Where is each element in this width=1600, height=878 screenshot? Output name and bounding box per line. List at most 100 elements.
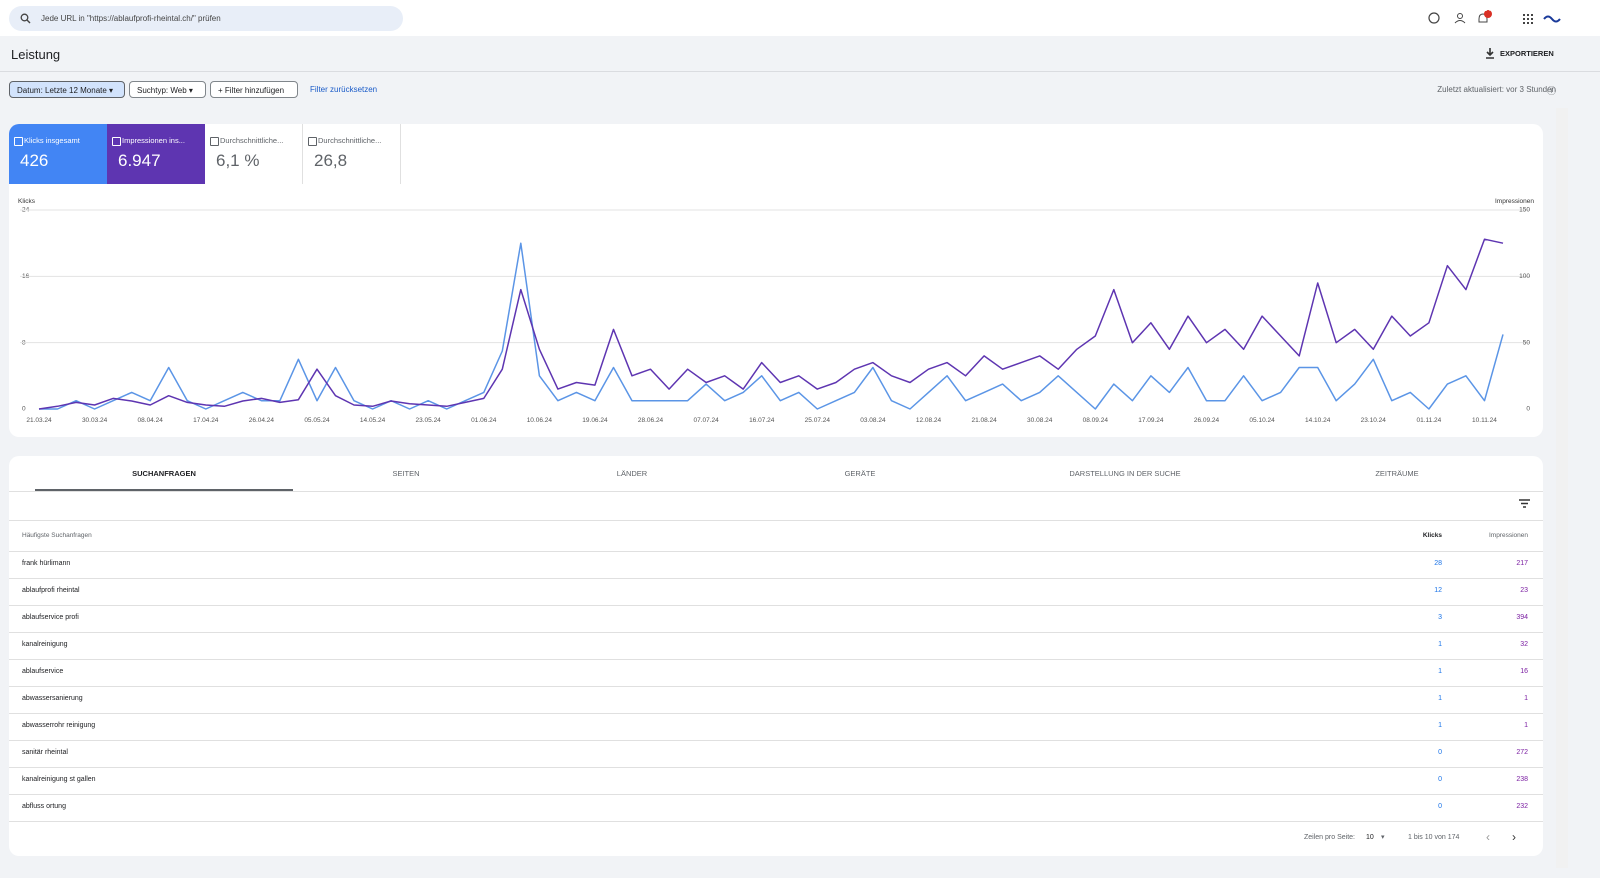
x-tick-label: 12.08.24	[916, 417, 942, 424]
page-range: 1 bis 10 von 174	[1408, 834, 1460, 841]
x-tick-label: 10.06.24	[527, 417, 553, 424]
scorecard-label: Durchschnittliche...	[318, 136, 382, 145]
x-tick-label: 28.06.24	[638, 417, 664, 424]
x-tick-label: 14.10.24	[1305, 417, 1331, 424]
search-placeholder: Jede URL in "https://ablaufprofi-rheinta…	[41, 14, 221, 23]
row-divider	[9, 794, 1543, 795]
prev-page[interactable]: ‹	[1486, 830, 1490, 844]
query[interactable]: kanalreinigung	[22, 641, 68, 648]
x-tick-label: 08.04.24	[138, 417, 164, 424]
scorecard-value: 26,8	[314, 151, 348, 170]
scrollbar	[1556, 108, 1568, 868]
tab[interactable]: ZEITRÄUME	[1375, 469, 1419, 478]
next-page[interactable]: ›	[1512, 830, 1516, 844]
impressions: 238	[1516, 776, 1528, 783]
x-tick-label: 25.07.24	[805, 417, 831, 424]
impressions: 272	[1516, 749, 1528, 756]
x-tick-label: 30.03.24	[82, 417, 108, 424]
y2-axis-title: Impressionen	[1495, 198, 1534, 205]
query[interactable]: abfluss ortung	[22, 803, 66, 810]
add-filter-label: Filter hinzufügen	[224, 86, 285, 95]
row-divider	[9, 740, 1543, 741]
row-divider	[9, 821, 1543, 822]
reset-filter[interactable]: Filter zurücksetzen	[310, 85, 378, 94]
y2-tick-label: 100	[1519, 273, 1530, 280]
rows-per-page[interactable]: 10	[1366, 834, 1374, 841]
dropdown-arrow: ▾	[1381, 834, 1385, 841]
search-icon	[20, 13, 31, 24]
column-header[interactable]: Klicks	[1422, 532, 1442, 539]
clicks: 0	[1438, 803, 1442, 810]
impressions: 217	[1516, 560, 1528, 567]
impressions: 1	[1524, 722, 1528, 729]
impressions: 23	[1520, 587, 1528, 594]
search-type-filter[interactable]: Suchtyp: Web ▾	[129, 81, 206, 98]
divider	[9, 520, 1543, 521]
x-tick-label: 21.08.24	[971, 417, 997, 424]
scorecard[interactable]: Klicks insgesamt 426	[9, 124, 107, 184]
query[interactable]: kanalreinigung st gallen	[22, 776, 96, 783]
y-axis-title: Klicks	[18, 198, 36, 205]
row-divider	[9, 767, 1543, 768]
query[interactable]: abwassersanierung	[22, 695, 83, 702]
top-icons	[1428, 10, 1561, 24]
tab[interactable]: SUCHANFRAGEN	[132, 469, 196, 478]
query[interactable]: ablaufprofi rheintal	[22, 587, 80, 594]
add-filter[interactable]: + Filter hinzufügen	[210, 81, 298, 98]
x-tick-label: 01.11.24	[1416, 417, 1441, 424]
performance-chart: 081624050100150KlicksImpressionen21.03.2…	[18, 198, 1534, 424]
clicks: 3	[1438, 614, 1442, 621]
query[interactable]: ablaufservice	[22, 668, 64, 675]
impressions: 232	[1516, 803, 1528, 810]
tab[interactable]: DARSTELLUNG IN DER SUCHE	[1069, 469, 1181, 478]
page-title: Leistung	[11, 47, 61, 62]
row-divider	[9, 713, 1543, 714]
tab[interactable]: LÄNDER	[616, 469, 648, 478]
x-tick-label: 05.10.24	[1249, 417, 1275, 424]
x-tick-label: 05.05.24	[304, 417, 330, 424]
row-divider	[9, 632, 1543, 633]
divider	[9, 491, 1543, 492]
row-divider	[9, 578, 1543, 579]
y2-tick-label: 0	[1526, 406, 1530, 413]
x-tick-label: 14.05.24	[360, 417, 386, 424]
tab[interactable]: SEITEN	[392, 469, 420, 478]
export-button[interactable]: EXPORTIEREN	[1500, 49, 1554, 58]
scorecard[interactable]: Impressionen ins... 6.947	[107, 124, 205, 184]
column-header[interactable]: Impressionen	[1488, 532, 1528, 539]
tab[interactable]: GERÄTE	[844, 469, 876, 478]
clicks: 0	[1438, 776, 1442, 783]
y2-tick-label: 50	[1523, 339, 1531, 346]
clicks: 28	[1434, 560, 1442, 567]
impressions: 1	[1524, 695, 1528, 702]
x-tick-label: 17.04.24	[193, 417, 219, 424]
notification-count: 24	[1484, 7, 1491, 13]
x-tick-label: 19.06.24	[582, 417, 608, 424]
tab-indicator	[35, 489, 293, 491]
help-icon[interactable]: ⓘ	[1547, 86, 1557, 96]
query[interactable]: sanitär rheintal	[22, 749, 68, 756]
scorecard[interactable]: Durchschnittliche... 6,1 %	[205, 124, 303, 184]
rows-per-page-label: Zeilen pro Seite:	[1304, 834, 1355, 841]
search-box[interactable]: Jede URL in "https://ablaufprofi-rheinta…	[9, 6, 403, 31]
filter-icon[interactable]	[1519, 499, 1530, 508]
query[interactable]: abwasserrohr reinigung	[22, 722, 96, 729]
row-divider	[9, 686, 1543, 687]
query[interactable]: frank hürlimann	[22, 560, 71, 567]
scorecard-label: Durchschnittliche...	[220, 136, 284, 145]
date-filter[interactable]: Datum: Letzte 12 Monate ▾	[9, 81, 125, 98]
scorecard[interactable]: Durchschnittliche... 26,8	[303, 124, 401, 184]
scorecard-value: 6.947	[118, 151, 161, 170]
column-header: Häufigste Suchanfragen	[22, 532, 92, 539]
impressions: 32	[1520, 641, 1528, 648]
download-icon	[1486, 48, 1494, 59]
x-tick-label: 17.09.24	[1138, 417, 1164, 424]
scorecard-checkbox	[14, 137, 23, 146]
clicks: 0	[1438, 749, 1442, 756]
query[interactable]: ablaufservice profi	[22, 614, 79, 621]
y-tick-label: 0	[22, 406, 26, 413]
scorecard-checkbox	[308, 137, 317, 146]
search-type-label: Suchtyp: Web	[137, 86, 187, 95]
scorecard-value: 426	[20, 151, 49, 170]
